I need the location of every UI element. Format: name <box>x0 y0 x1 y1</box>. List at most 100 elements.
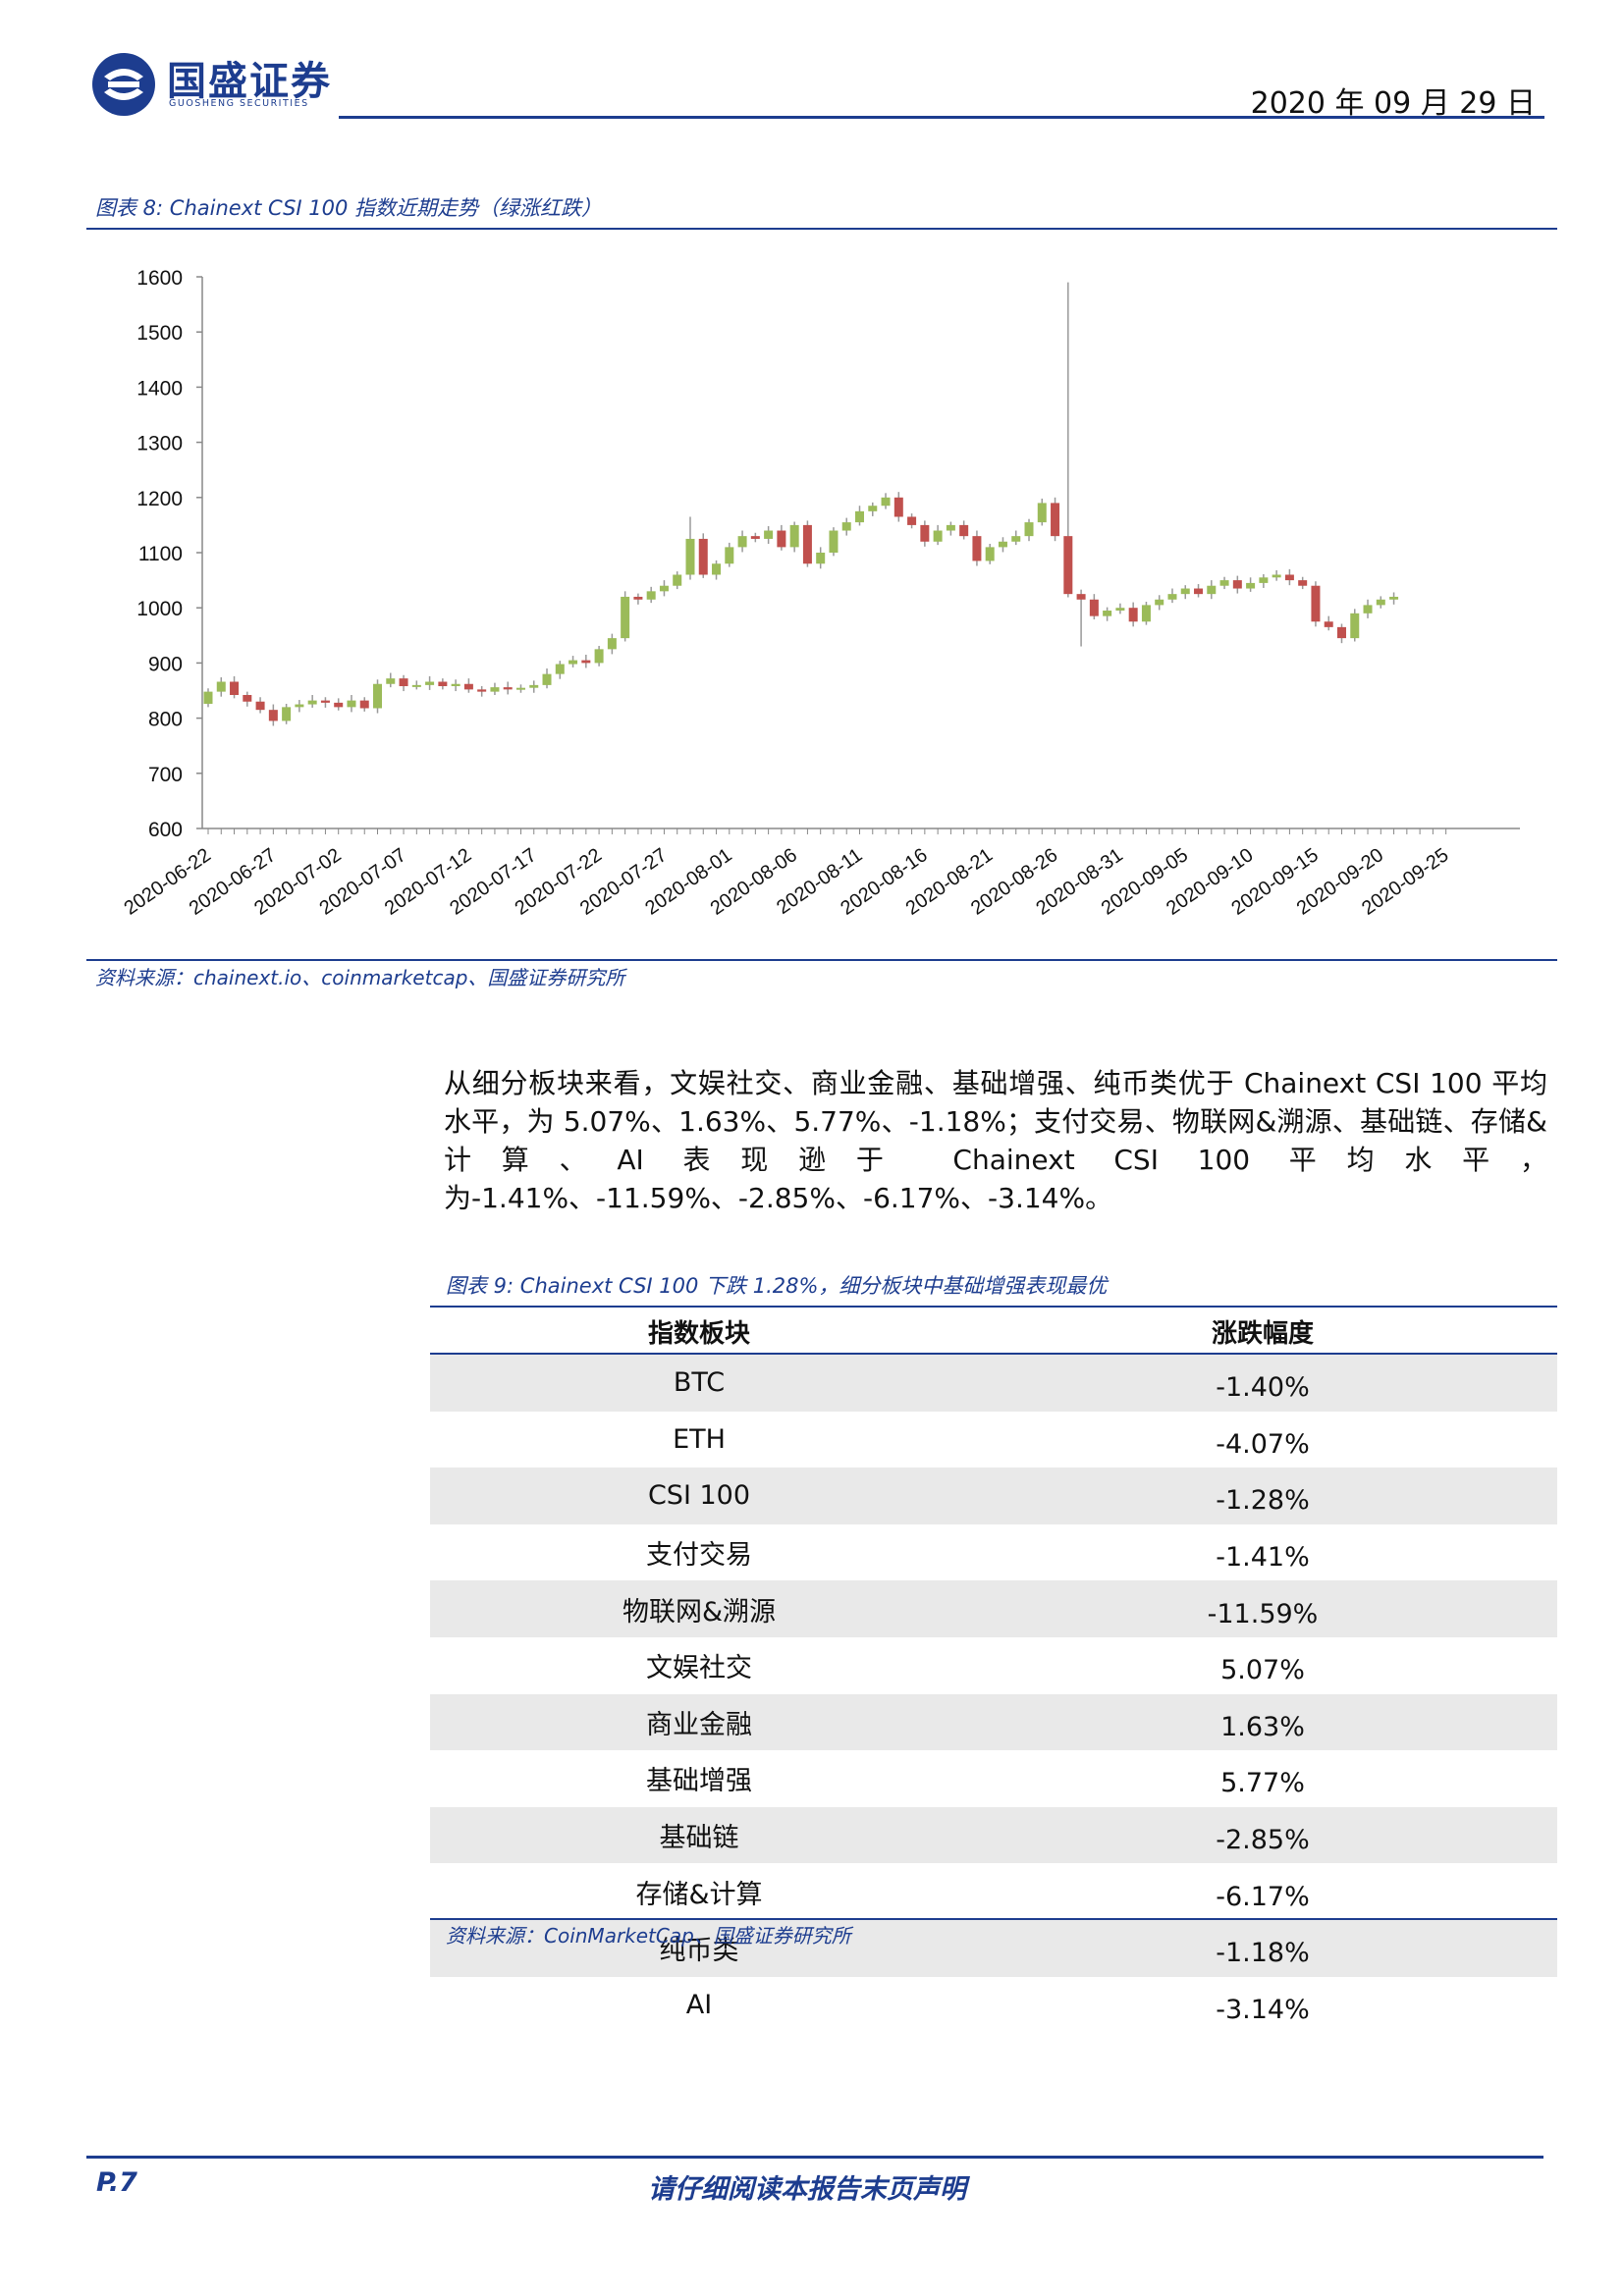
candle-body <box>621 596 630 639</box>
candle-body <box>712 563 722 575</box>
y-tick-label: 1300 <box>136 433 183 455</box>
footer-rule <box>86 2156 1543 2159</box>
candle-body <box>1076 594 1086 600</box>
candle-body <box>1324 621 1333 627</box>
candle-body <box>933 530 943 542</box>
brand-logo-icon <box>92 53 155 116</box>
candle-body <box>463 683 473 690</box>
candle-body <box>802 524 812 564</box>
sector-cell: CSI 100 <box>430 1468 968 1524</box>
candle-body <box>542 673 552 685</box>
candle-body <box>515 687 525 690</box>
candle-body <box>868 506 878 511</box>
candle-body <box>359 700 369 709</box>
change-cell: -3.14% <box>1216 1994 1310 2025</box>
candle-body <box>490 687 500 692</box>
table-row: 基础增强 5.77% <box>430 1750 1557 1807</box>
table-9-bottom-rule <box>430 1918 1557 1920</box>
candle-body <box>1037 503 1047 523</box>
sector-cell: ETH <box>673 1423 726 1455</box>
candle-body <box>1246 582 1256 589</box>
sector-cell: 存储&计算 <box>635 1879 763 1910</box>
sector-performance-table: 指数板块 涨跌幅度 BTC -1.40% ETH -4.07% CSI 100 -1.28… <box>430 1309 1557 2033</box>
candle-body <box>373 683 383 709</box>
sector-cell: 文娱社交 <box>646 1653 752 1684</box>
brand-name: 国盛证券 <box>167 59 332 104</box>
candle-body <box>555 664 565 674</box>
candle-body <box>737 536 747 548</box>
table-row: 支付交易 -1.41% <box>430 1524 1557 1581</box>
candle-body <box>386 678 396 684</box>
candle-body <box>1311 585 1321 622</box>
report-date: 2020 年 09 月 29 日 <box>1250 86 1536 121</box>
change-cell: 1.63% <box>968 1693 1557 1751</box>
candle-body <box>334 702 344 708</box>
table-row: AI -3.14% <box>430 1977 1557 2034</box>
candle-body <box>320 700 330 703</box>
candle-body <box>985 547 995 561</box>
candle-body <box>1180 588 1190 595</box>
change-cell: -1.28% <box>968 1468 1557 1524</box>
table-row: 商业金融 1.63% <box>430 1693 1557 1751</box>
candle-body <box>673 574 682 586</box>
candle-body <box>1051 503 1060 537</box>
header-change: 涨跌幅度 <box>1211 1318 1314 1349</box>
candle-body <box>685 538 695 575</box>
candle-body <box>1350 613 1360 639</box>
candle-body <box>1011 536 1021 542</box>
candle-body <box>203 691 213 704</box>
table-row: 文娱社交 5.07% <box>430 1637 1557 1694</box>
candle-body <box>411 684 421 687</box>
candle-body <box>1232 580 1242 589</box>
candle-body <box>307 700 317 705</box>
candle-body <box>1115 608 1125 612</box>
candle-body <box>255 701 265 711</box>
table-9-top-rule <box>430 1306 1557 1308</box>
sector-cell: AI <box>685 1989 713 2020</box>
sector-cell: 商业金融 <box>430 1693 968 1751</box>
y-tick-label: 600 <box>148 819 183 841</box>
candle-body <box>816 553 826 564</box>
candle-body <box>998 541 1007 548</box>
candle-body <box>1376 599 1385 606</box>
candle-body <box>750 536 760 539</box>
table-row: 纯币类 -1.18% <box>430 1919 1557 1977</box>
candle-body <box>1336 626 1346 639</box>
brand-name-en: GUOSHENG SECURITIES <box>169 98 309 109</box>
y-tick-label: 800 <box>148 709 183 731</box>
candle-body <box>503 687 513 690</box>
candle-body <box>893 497 903 517</box>
candle-body <box>777 530 786 548</box>
disclaimer-note: 请仔细阅读本报告末页声明 <box>648 2174 966 2205</box>
change-cell: 5.77% <box>1220 1768 1305 1799</box>
candle-body <box>438 681 448 687</box>
figure-8-top-rule <box>86 228 1557 230</box>
page-number: P.7 <box>96 2167 137 2198</box>
y-tick-label: 1600 <box>136 267 183 290</box>
candle-body <box>1389 596 1399 600</box>
table-row: 基础链 -2.85% <box>430 1806 1557 1864</box>
change-cell: -1.40% <box>968 1354 1557 1412</box>
y-tick-label: 1500 <box>136 322 183 345</box>
candle-body <box>399 678 408 687</box>
figure-8-bottom-rule <box>86 959 1557 961</box>
sector-cell: BTC <box>430 1354 968 1412</box>
candle-body <box>607 638 617 650</box>
candle-body <box>920 524 930 542</box>
candle-body <box>1363 605 1373 614</box>
candle-body <box>282 707 292 721</box>
candle-body <box>1063 536 1073 595</box>
candle-body <box>907 516 917 525</box>
candle-body <box>1194 588 1204 595</box>
sector-cell: 纯币类 <box>430 1919 968 1977</box>
header-sector: 指数板块 <box>647 1318 750 1349</box>
candle-body <box>477 689 487 692</box>
candle-body <box>1103 611 1112 616</box>
candle-body <box>594 649 604 664</box>
y-tick-label: 700 <box>148 764 183 786</box>
candle-body <box>216 681 226 692</box>
candle-body <box>1089 599 1099 616</box>
table-header-row: 指数板块 涨跌幅度 <box>430 1309 1557 1354</box>
y-tick-label: 1200 <box>136 488 183 510</box>
candle-body <box>295 704 304 708</box>
